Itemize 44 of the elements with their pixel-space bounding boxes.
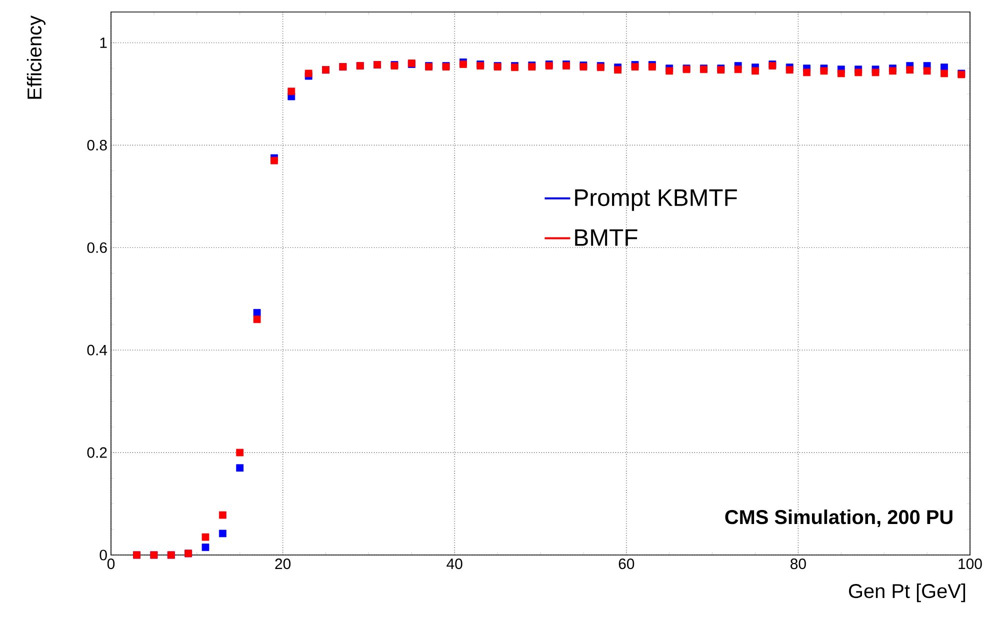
y-tick-label: 0 <box>100 550 107 560</box>
point <box>648 63 656 71</box>
point <box>820 67 828 75</box>
x-tick-label: 0 <box>107 558 115 570</box>
point <box>837 70 845 78</box>
point <box>218 530 226 538</box>
point <box>236 448 244 456</box>
point <box>872 68 880 76</box>
x-axis-title: Gen Pt [GeV] <box>848 584 966 602</box>
y-tick-label: 1 <box>100 38 107 48</box>
point <box>614 66 622 74</box>
legend-label: BMTF <box>575 229 638 246</box>
point <box>940 70 948 78</box>
point <box>752 67 759 75</box>
point <box>906 66 914 74</box>
point <box>803 68 810 76</box>
point <box>304 70 312 78</box>
point <box>889 67 896 75</box>
point <box>218 511 226 519</box>
point <box>270 156 278 164</box>
y-tick-label: 0.2 <box>87 447 107 458</box>
point <box>202 544 210 552</box>
legend-label: Prompt KBMTF <box>575 189 737 211</box>
point <box>288 88 296 96</box>
point <box>923 67 931 75</box>
annotation: CMS Simulation, 200 PU <box>725 510 952 528</box>
point <box>786 66 794 74</box>
y-tick-label: 0.6 <box>87 242 107 253</box>
x-tick-label: 100 <box>958 558 982 570</box>
point <box>236 464 244 472</box>
point <box>253 308 261 316</box>
point <box>253 316 261 324</box>
y-axis-title: Efficiency <box>26 16 46 99</box>
y-tick-label: 0.4 <box>87 344 108 356</box>
x-tick-label: 20 <box>275 558 291 570</box>
point <box>631 63 639 71</box>
point <box>734 66 742 74</box>
x-tick-label: 40 <box>446 558 462 570</box>
x-tick-label: 60 <box>618 558 634 570</box>
point <box>666 67 674 75</box>
x-tick-label: 80 <box>790 558 806 570</box>
y-tick-label: 0.8 <box>87 140 107 150</box>
point <box>202 533 210 541</box>
point <box>854 68 862 76</box>
